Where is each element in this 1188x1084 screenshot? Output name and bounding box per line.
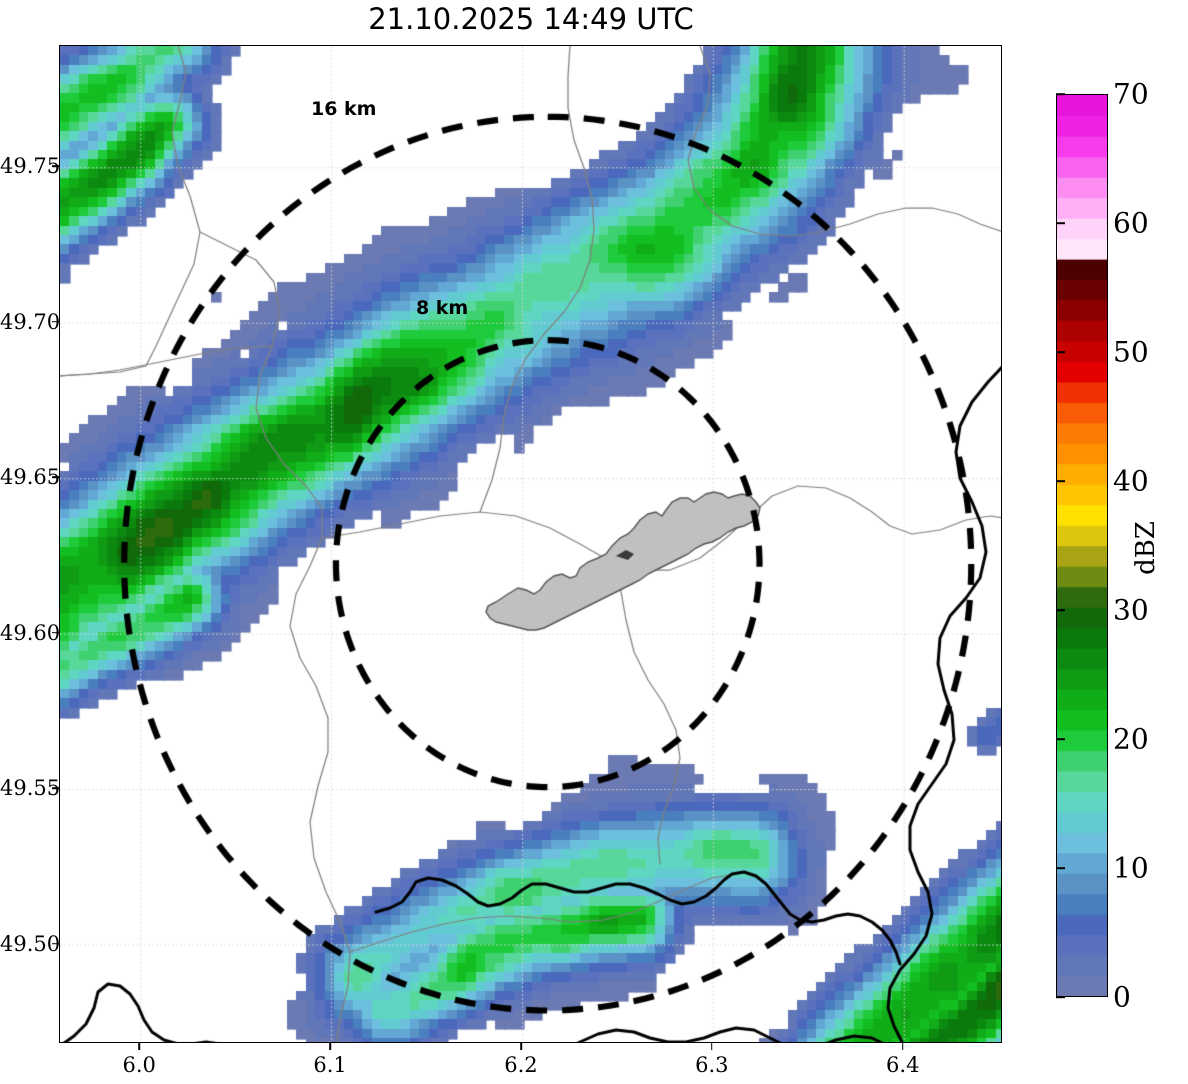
x-tick-label: 6.2	[504, 1053, 538, 1077]
y-tick-label: 49.50	[0, 931, 61, 956]
colorbar-tick-label: 10	[1113, 851, 1149, 885]
colorbar-tick-mark	[1056, 351, 1065, 353]
x-tick-label: 6.1	[313, 1053, 347, 1077]
range-ring-label: 8 km	[415, 296, 469, 319]
colorbar-tick-mark	[1056, 867, 1065, 869]
map-overlay-layer	[60, 46, 1001, 1042]
colorbar-tick-label: 40	[1113, 464, 1149, 498]
colorbar[interactable]	[1056, 94, 1108, 997]
y-tick-mark	[52, 476, 59, 478]
colorbar-tick-label: 60	[1113, 206, 1149, 240]
range-ring-label: 16 km	[310, 97, 377, 120]
colorbar-tick-mark	[1056, 480, 1065, 482]
colorbar-tick-label: 0	[1113, 980, 1131, 1014]
x-tick-label: 6.4	[886, 1053, 920, 1077]
y-tick-mark	[52, 631, 59, 634]
y-tick-mark	[52, 320, 59, 323]
colorbar-tick-mark	[1056, 996, 1065, 998]
x-tick-label: 6.0	[122, 1053, 156, 1077]
map-axes[interactable]	[59, 45, 1002, 1043]
colorbar-tick-mark	[1056, 222, 1065, 224]
colorbar-tick-mark	[1056, 738, 1065, 740]
x-tick-mark	[711, 1043, 713, 1050]
x-tick-mark	[901, 1043, 904, 1050]
colorbar-tick-label: 30	[1113, 593, 1149, 627]
colorbar-tick-mark	[1056, 609, 1065, 611]
y-tick-label: 49.65	[0, 465, 61, 490]
y-tick-mark	[52, 165, 59, 168]
y-tick-label: 49.75	[0, 154, 61, 179]
x-tick-label: 6.3	[695, 1053, 729, 1077]
x-tick-mark	[138, 1043, 140, 1050]
page-title: 21.10.2025 14:49 UTC	[368, 2, 694, 36]
colorbar-tick-label: 50	[1113, 335, 1149, 369]
colorbar-gradient	[1056, 94, 1108, 997]
y-tick-mark	[52, 942, 59, 945]
colorbar-title: dBZ	[1131, 521, 1161, 575]
x-tick-mark	[520, 1043, 522, 1050]
colorbar-tick-label: 70	[1113, 77, 1149, 111]
y-tick-label: 49.60	[0, 620, 61, 645]
y-tick-mark	[52, 787, 59, 789]
y-tick-label: 49.55	[0, 776, 61, 801]
x-tick-mark	[329, 1043, 331, 1050]
colorbar-tick-mark	[1056, 93, 1065, 95]
y-tick-label: 49.70	[0, 309, 61, 334]
colorbar-tick-label: 20	[1113, 722, 1149, 756]
